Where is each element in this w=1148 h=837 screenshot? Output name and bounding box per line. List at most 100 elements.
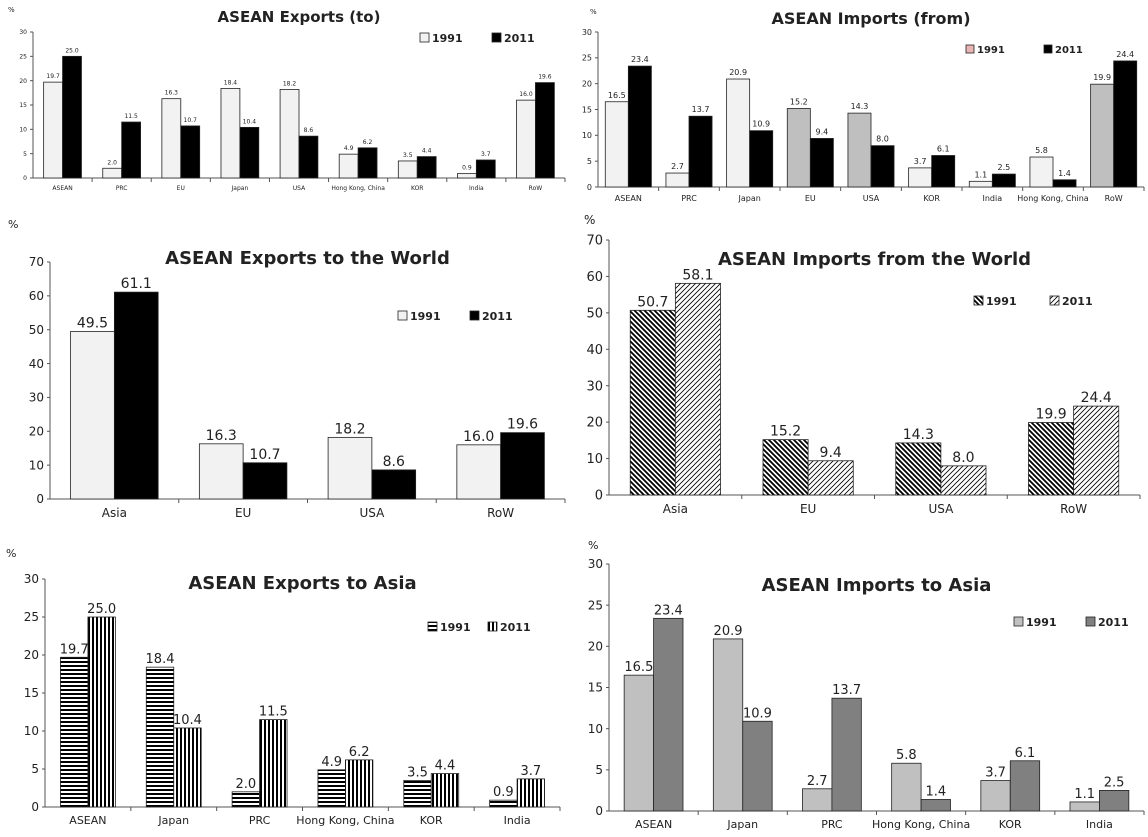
data-label: 24.4 xyxy=(1116,50,1134,59)
bar-2011-7 xyxy=(1052,179,1077,188)
y-tick-label: 10 xyxy=(24,724,39,738)
data-label: 24.4 xyxy=(1081,390,1112,406)
bar-1991-8 xyxy=(516,99,536,179)
data-label: 2.0 xyxy=(107,159,117,166)
data-label: 25.0 xyxy=(65,47,79,54)
bar-1991-1 xyxy=(762,439,809,496)
y-tick-label: 0 xyxy=(587,183,592,192)
data-label: 14.3 xyxy=(903,427,934,443)
bar-2011-4 xyxy=(298,135,319,179)
legend-label: 1991 xyxy=(432,32,463,45)
x-category-label: KOR xyxy=(411,185,424,192)
bar-2011-3 xyxy=(500,432,545,500)
y-tick-label: 40 xyxy=(586,343,603,358)
legend-swatch xyxy=(1013,616,1024,627)
bar-1991-6 xyxy=(968,180,993,188)
bar-1991-3 xyxy=(891,762,922,812)
bar-2011-3 xyxy=(345,759,374,808)
y-tick-label: 70 xyxy=(29,255,44,269)
bar-2011-8 xyxy=(1113,60,1138,188)
bar-1991-0 xyxy=(43,81,63,179)
y-tick-label: 0 xyxy=(23,175,27,182)
y-tick-label: 30 xyxy=(29,391,44,405)
bar-1991-1 xyxy=(712,638,744,812)
y-tick-label: 20 xyxy=(582,79,592,88)
x-category-label: Hong Kong, China xyxy=(331,185,385,192)
x-category-label: India xyxy=(469,185,484,192)
bar-2011-3 xyxy=(920,799,951,812)
legend-swatch xyxy=(427,621,438,632)
y-tick-label: 0 xyxy=(36,492,44,506)
data-label: 1.1 xyxy=(974,170,987,179)
bar-1991-6 xyxy=(397,160,418,179)
data-label: 9.4 xyxy=(815,127,828,136)
data-label: 19.7 xyxy=(60,642,89,657)
y-tick-label: 0 xyxy=(595,804,603,818)
bar-2011-2 xyxy=(749,130,774,188)
bar-2011-5 xyxy=(931,155,956,188)
legend-swatch xyxy=(1085,616,1096,627)
bar-1991-3 xyxy=(220,88,241,179)
bar-2011-1 xyxy=(742,720,773,812)
data-label: 6.1 xyxy=(1015,746,1036,761)
y-tick-label: 25 xyxy=(19,53,27,60)
bar-2011-0 xyxy=(87,616,116,808)
data-label: 18.4 xyxy=(146,652,175,667)
y-tick-label: 0 xyxy=(595,489,603,504)
data-label: 18.2 xyxy=(283,80,297,87)
chart3-svg: % ASEAN Imports from the World 0 10 20 30 40 50… xyxy=(584,213,1141,516)
bar-1991-2 xyxy=(802,788,833,812)
legend-swatch xyxy=(487,621,498,632)
chart-title: ASEAN Imports from the World xyxy=(718,249,1031,270)
y-axis-unit: % xyxy=(584,213,595,227)
bar-2011-6 xyxy=(991,173,1016,188)
x-category-label: EU xyxy=(805,194,816,203)
data-label: 1.4 xyxy=(925,784,946,799)
data-label: 6.1 xyxy=(937,144,950,153)
data-label: 18.4 xyxy=(224,79,238,86)
data-label: 58.1 xyxy=(682,267,713,283)
legend-label: 2011 xyxy=(1062,295,1093,308)
bar-2011-2 xyxy=(831,697,862,812)
chart-asean-exports-asia: % ASEAN Exports to Asia 0 5 10 15 20 25 30 ASEAN 1… xyxy=(0,545,574,837)
legend-swatch xyxy=(397,310,408,321)
data-label: 4.4 xyxy=(422,148,432,155)
bar-1991-7 xyxy=(457,173,477,179)
data-label: 11.5 xyxy=(124,113,138,120)
y-tick-label: 5 xyxy=(595,763,603,777)
chart-title: ASEAN Exports to the World xyxy=(165,248,450,269)
bar-1991-4 xyxy=(279,89,300,179)
y-tick-label: 60 xyxy=(586,270,603,285)
data-label: 10.9 xyxy=(752,120,770,129)
y-tick-label: 25 xyxy=(24,610,39,624)
x-category-label: Japan xyxy=(726,818,758,831)
x-category-label: RoW xyxy=(487,506,514,520)
x-category-label: India xyxy=(504,814,531,827)
data-label: 2.5 xyxy=(997,163,1010,172)
bar-2011-5 xyxy=(1099,790,1130,812)
legend-swatch xyxy=(419,32,430,43)
legend-label: 2011 xyxy=(1098,616,1129,629)
bar-2011-5 xyxy=(357,147,378,179)
legend-label: 2011 xyxy=(1055,45,1083,56)
data-label: 16.0 xyxy=(519,91,533,98)
data-label: 10.4 xyxy=(173,713,202,728)
x-category-label: Asia xyxy=(102,506,127,520)
x-category-label: RoW xyxy=(1105,194,1123,203)
data-label: 50.7 xyxy=(637,294,668,310)
data-label: 4.9 xyxy=(344,145,354,152)
x-category-label: Japan xyxy=(231,185,249,192)
bar-2011-0 xyxy=(653,617,684,812)
data-label: 6.2 xyxy=(363,139,373,146)
legend-swatch xyxy=(965,44,975,54)
x-category-label: RoW xyxy=(529,185,543,192)
legend-label: 2011 xyxy=(504,32,535,45)
legend-swatch xyxy=(1043,44,1053,54)
data-label: 16.3 xyxy=(165,90,179,97)
bar-2011-0 xyxy=(62,55,82,179)
x-category-label: ASEAN xyxy=(52,185,72,192)
y-tick-label: 15 xyxy=(582,105,592,114)
legend-label: 1991 xyxy=(440,621,471,634)
legend-label: 2011 xyxy=(482,310,513,323)
bar-1991-2 xyxy=(161,98,182,179)
